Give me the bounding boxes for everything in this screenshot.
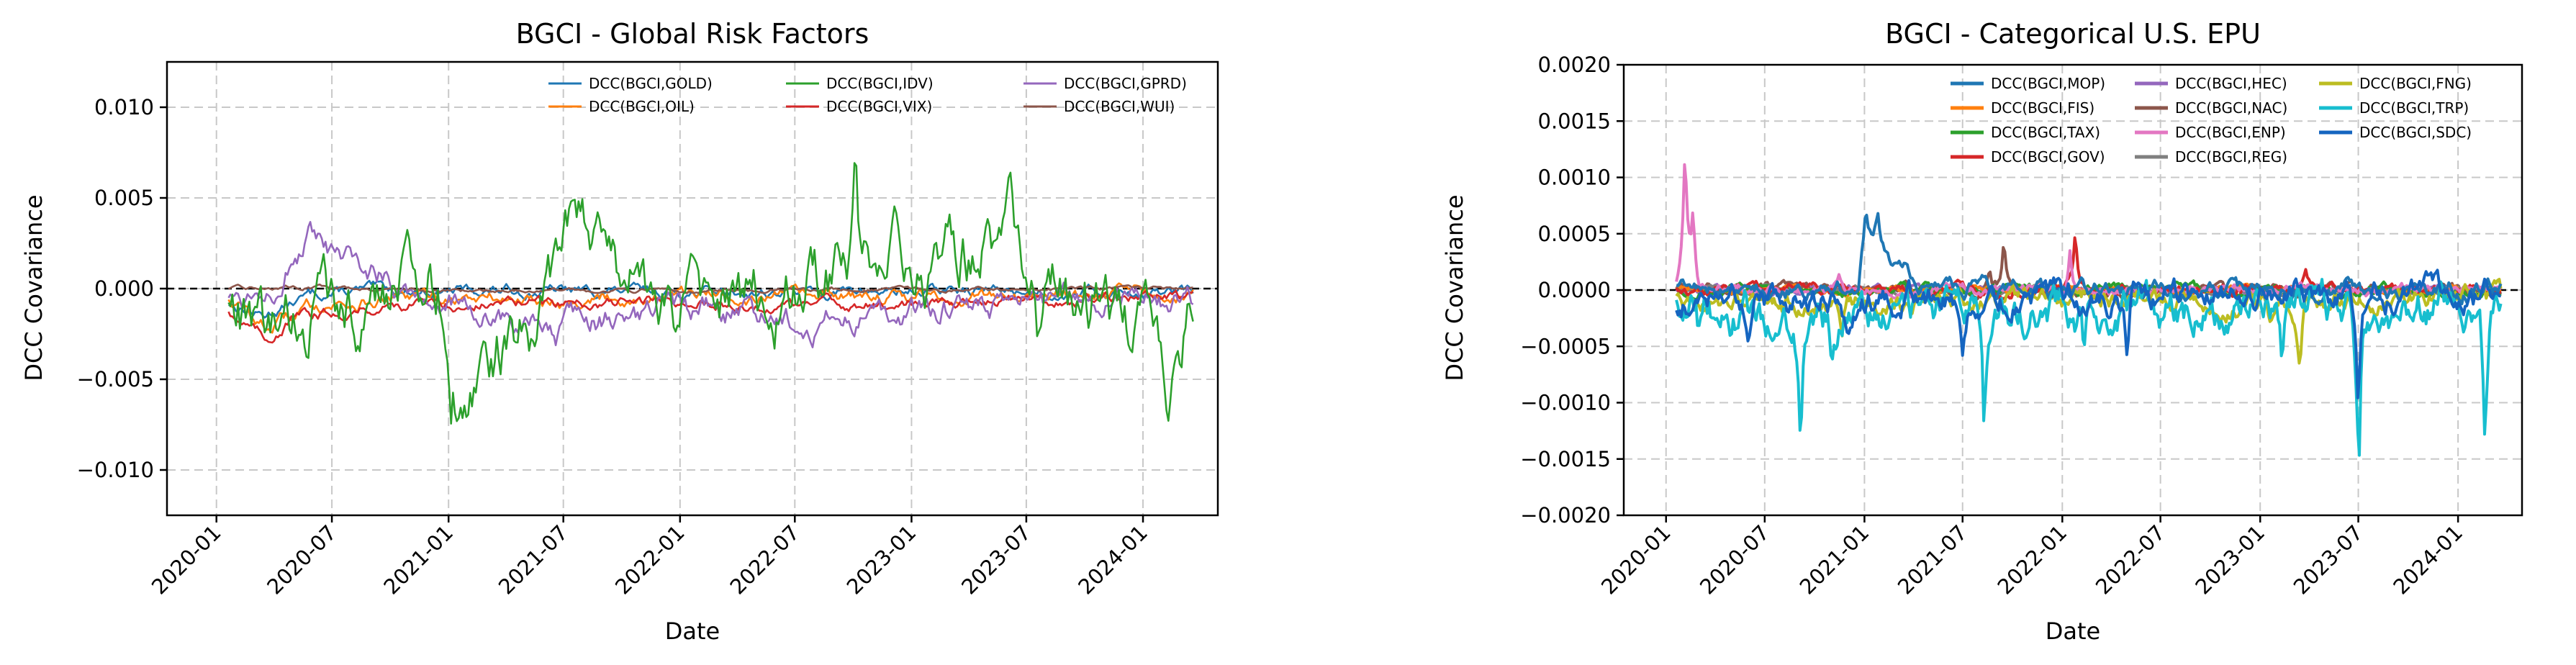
y-tick-label: −0.0010 bbox=[1520, 391, 1611, 415]
y-tick-label: −0.0015 bbox=[1520, 447, 1611, 471]
series-line-dcc-bgci-sdc- bbox=[1675, 268, 2501, 399]
series-line-dcc-bgci-enp- bbox=[1675, 163, 2503, 300]
chart-global-risk-factors: BGCI - Global Risk Factors Date DCC Cova… bbox=[20, 18, 1219, 645]
y-tick-label: 0.0005 bbox=[1538, 222, 1611, 246]
y-ticks: −0.0020 −0.0015 −0.0010 −0.0005 0.0000 0.0005… bbox=[1520, 53, 1624, 528]
x-tick-label: 2022-01 bbox=[610, 520, 690, 600]
x-tick-label: 2023-01 bbox=[842, 520, 921, 600]
x-tick-label: 2020-07 bbox=[1695, 520, 1774, 600]
y-axis-label: DCC Covariance bbox=[1441, 194, 1468, 381]
legend: DCC(BGCI,GOLD) DCC(BGCI,OIL) DCC(BGCI,IDV)… bbox=[548, 75, 1187, 115]
series-line-dcc-bgci-idv- bbox=[227, 162, 1194, 425]
x-tick-label: 2021-07 bbox=[494, 520, 573, 600]
y-tick-label: −0.010 bbox=[77, 458, 154, 482]
legend-entry-label: DCC(BGCI,VIX) bbox=[826, 98, 932, 115]
y-tick-label: 0.0015 bbox=[1538, 109, 1611, 133]
legend-entry-label: DCC(BGCI,HEC) bbox=[2175, 75, 2287, 92]
legend: DCC(BGCI,MOP) DCC(BGCI,HEC) DCC(BGCI,FNG) D… bbox=[1951, 75, 2472, 166]
x-tick-label: 2020-01 bbox=[147, 520, 226, 600]
x-tick-label: 2022-01 bbox=[1993, 520, 2072, 600]
legend-entry-label: DCC(BGCI,ENP) bbox=[2175, 124, 2286, 141]
y-tick-label: 0.000 bbox=[94, 276, 154, 301]
legend-entry-label: DCC(BGCI,WUI) bbox=[1064, 98, 1175, 115]
x-tick-label: 2021-01 bbox=[379, 520, 458, 600]
series-line-dcc-bgci-gprd- bbox=[227, 220, 1194, 349]
y-tick-label: 0.010 bbox=[94, 95, 154, 119]
y-tick-label: −0.0005 bbox=[1520, 334, 1611, 358]
y-tick-label: 0.005 bbox=[94, 186, 154, 210]
series-line-dcc-bgci-vix- bbox=[227, 289, 1194, 344]
y-tick-label: 0.0000 bbox=[1538, 278, 1611, 302]
x-tick-label: 2024-01 bbox=[1073, 520, 1152, 600]
chart-title: BGCI - Global Risk Factors bbox=[516, 18, 869, 50]
legend-entry-label: DCC(BGCI,TRP) bbox=[2359, 99, 2469, 117]
legend-entry-label: DCC(BGCI,GOV) bbox=[1991, 148, 2105, 166]
legend-entry-label: DCC(BGCI,GPRD) bbox=[1064, 75, 1187, 92]
x-ticks: 2020-01 2020-07 2021-01 2021-07 2022-01 2022-… bbox=[147, 515, 1152, 600]
x-axis-label: Date bbox=[665, 618, 720, 645]
y-axis-label: DCC Covariance bbox=[20, 194, 48, 381]
legend-entry-label: DCC(BGCI,TAX) bbox=[1991, 124, 2100, 141]
y-tick-label: −0.0020 bbox=[1520, 503, 1611, 528]
y-tick-label: 0.0010 bbox=[1538, 166, 1611, 190]
x-tick-label: 2022-07 bbox=[2091, 520, 2170, 600]
x-tick-label: 2021-07 bbox=[1893, 520, 1972, 600]
chart-title: BGCI - Categorical U.S. EPU bbox=[1885, 18, 2261, 50]
x-ticks: 2020-01 2020-07 2021-01 2021-07 2022-01 2022-… bbox=[1596, 515, 2467, 600]
series-line-dcc-bgci-oil- bbox=[227, 282, 1194, 334]
series-layer bbox=[227, 162, 1194, 425]
x-tick-label: 2021-01 bbox=[1795, 520, 1874, 600]
legend-entry-label: DCC(BGCI,GOLD) bbox=[589, 75, 713, 92]
x-tick-label: 2020-01 bbox=[1596, 520, 1676, 600]
y-tick-label: −0.005 bbox=[77, 367, 154, 392]
x-tick-label: 2024-01 bbox=[2388, 520, 2467, 600]
legend-entry-label: DCC(BGCI,SDC) bbox=[2359, 124, 2472, 141]
legend-entry-label: DCC(BGCI,IDV) bbox=[826, 75, 934, 92]
series-layer bbox=[1675, 163, 2503, 457]
y-ticks: −0.010 −0.005 0.000 0.005 0.010 bbox=[77, 95, 167, 482]
legend-entry-label: DCC(BGCI,FIS) bbox=[1991, 99, 2094, 117]
x-tick-label: 2023-07 bbox=[2289, 520, 2368, 600]
x-tick-label: 2020-07 bbox=[262, 520, 341, 600]
legend-entry-label: DCC(BGCI,FNG) bbox=[2359, 75, 2472, 92]
x-tick-label: 2023-01 bbox=[2190, 520, 2269, 600]
legend-entry-label: DCC(BGCI,MOP) bbox=[1991, 75, 2105, 92]
y-tick-label: 0.0020 bbox=[1538, 53, 1611, 77]
x-tick-label: 2023-07 bbox=[957, 520, 1036, 600]
x-tick-label: 2022-07 bbox=[726, 520, 805, 600]
legend-entry-label: DCC(BGCI,REG) bbox=[2175, 148, 2287, 166]
legend-entry-label: DCC(BGCI,NAC) bbox=[2175, 99, 2287, 117]
chart-categorical-us-epu: BGCI - Categorical U.S. EPU Date DCC Cov… bbox=[1441, 18, 2523, 645]
x-axis-label: Date bbox=[2046, 618, 2100, 645]
legend-entry-label: DCC(BGCI,OIL) bbox=[589, 98, 695, 115]
